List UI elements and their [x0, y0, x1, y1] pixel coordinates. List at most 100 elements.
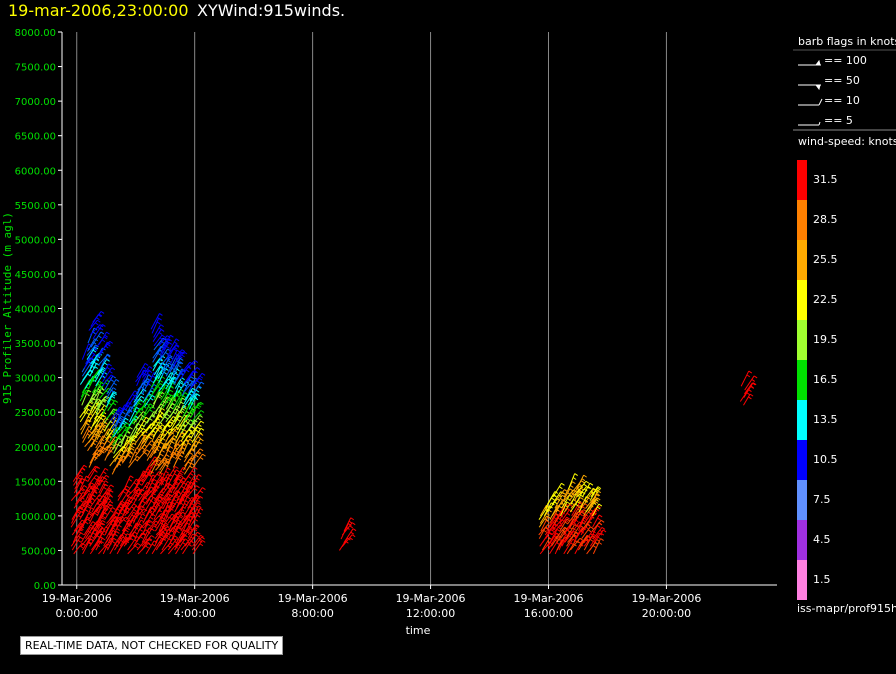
wind-barb	[567, 473, 578, 490]
x-tick-label-time: 12:00:00	[406, 607, 455, 620]
wind-barb	[592, 527, 606, 539]
wind-barb	[150, 383, 164, 396]
wind-barb	[94, 414, 106, 428]
wind-barb	[162, 445, 174, 463]
wind-barb	[191, 448, 204, 460]
wind-barb	[175, 476, 187, 490]
wind-barb	[142, 406, 156, 420]
wind-barb	[101, 363, 112, 378]
x-tick-label-time: 0:00:00	[56, 607, 98, 620]
wind-barb	[101, 484, 114, 498]
x-tick-label-time: 8:00:00	[291, 607, 333, 620]
wind-barb	[174, 377, 185, 389]
wind-barb	[172, 454, 183, 468]
wind-barb	[142, 366, 153, 378]
wind-barb	[153, 334, 166, 347]
wind-barb	[102, 503, 114, 517]
wind-barb	[341, 534, 356, 547]
wind-barb	[189, 531, 201, 543]
wind-barb	[73, 542, 86, 555]
y-tick-label: 8000.00	[15, 28, 56, 39]
wind-barb	[102, 500, 114, 513]
wind-barb	[190, 420, 205, 435]
wind-barb	[158, 348, 171, 363]
speed-label: 31.5	[813, 173, 838, 186]
wind-barb	[98, 474, 110, 486]
wind-barb	[592, 514, 603, 528]
y-tick-label: 5500.00	[15, 201, 56, 212]
wind-barb	[167, 343, 180, 356]
barb-label-5: == 5	[824, 114, 853, 127]
wind-barb	[581, 526, 594, 539]
wind-barb	[102, 367, 116, 383]
barb-label-10: == 10	[824, 94, 860, 107]
wind-barb	[152, 391, 163, 409]
y-tick-label: 6500.00	[15, 132, 56, 143]
wind-barb	[744, 382, 756, 395]
speed-label: 25.5	[813, 253, 838, 266]
chart-title-date: 19-mar-2006,23:00:00	[8, 1, 189, 20]
speed-label: 7.5	[813, 493, 831, 506]
y-tick-label: 3000.00	[15, 374, 56, 385]
x-tick-label-date: 19-Mar-2006	[631, 592, 701, 605]
wind-barb	[126, 442, 137, 456]
chart-title: XYWind:915winds.	[197, 1, 346, 20]
x-tick-label-time: 20:00:00	[642, 607, 691, 620]
wind-barb	[73, 474, 84, 486]
barb-flag-5	[798, 121, 821, 126]
y-tick-label: 7500.00	[15, 63, 56, 74]
wind-barb	[590, 486, 602, 498]
wind-barb	[538, 515, 551, 528]
wind-barb	[90, 324, 104, 336]
grid-lines	[76, 32, 667, 585]
wind-barb	[107, 537, 117, 551]
quality-warning: REAL-TIME DATA, NOT CHECKED FOR QUALITY	[20, 636, 284, 655]
wind-barb	[576, 480, 590, 494]
wind-barb	[150, 313, 163, 330]
colorbar-swatch	[797, 240, 807, 280]
wind-barb	[172, 515, 183, 532]
colorbar-swatch	[797, 360, 807, 400]
legend: barb flags in knots == 100 == 50 == 10 =…	[793, 30, 896, 625]
wind-barb	[192, 372, 206, 385]
wind-barb	[191, 432, 204, 448]
wind-barb	[136, 363, 149, 378]
wind-barb	[158, 335, 171, 347]
wind-barb	[192, 487, 206, 501]
speed-label: 28.5	[813, 213, 838, 226]
wind-barb	[76, 464, 88, 479]
y-tick-label: 4500.00	[15, 270, 56, 281]
wind-barb	[343, 517, 355, 532]
speed-label: 4.5	[813, 533, 831, 546]
wind-barb	[341, 522, 356, 536]
wind-barb	[740, 370, 753, 387]
y-tick-label: 4000.00	[15, 305, 56, 316]
wind-barb	[141, 374, 152, 391]
wind-barb	[144, 394, 156, 407]
wind-barb	[98, 331, 110, 345]
wind-barb	[339, 537, 351, 551]
colorbar-swatch	[797, 560, 807, 600]
wind-barb	[182, 376, 195, 388]
wind-barb	[87, 474, 100, 486]
wind-barb	[117, 488, 129, 501]
wind-barb	[141, 535, 155, 547]
wind-barb	[111, 524, 122, 539]
wind-barb	[102, 494, 114, 509]
wind-barb	[90, 398, 102, 410]
wind-barb	[152, 349, 163, 363]
y-tick-label: 2000.00	[15, 443, 56, 454]
wind-barb	[145, 478, 158, 494]
wind-barb	[127, 542, 141, 555]
barb-flag-50	[798, 84, 821, 91]
wind-barb	[172, 361, 184, 377]
wind-barb	[552, 482, 565, 498]
colorbar-swatch	[797, 200, 807, 240]
wind-barb	[589, 493, 601, 509]
wind-barb	[190, 401, 204, 414]
y-tick-label: 1500.00	[15, 477, 56, 488]
wind-barb	[132, 399, 144, 412]
x-tick-label-date: 19-Mar-2006	[42, 592, 112, 605]
wind-barb	[559, 516, 570, 528]
wind-barb	[133, 395, 145, 407]
